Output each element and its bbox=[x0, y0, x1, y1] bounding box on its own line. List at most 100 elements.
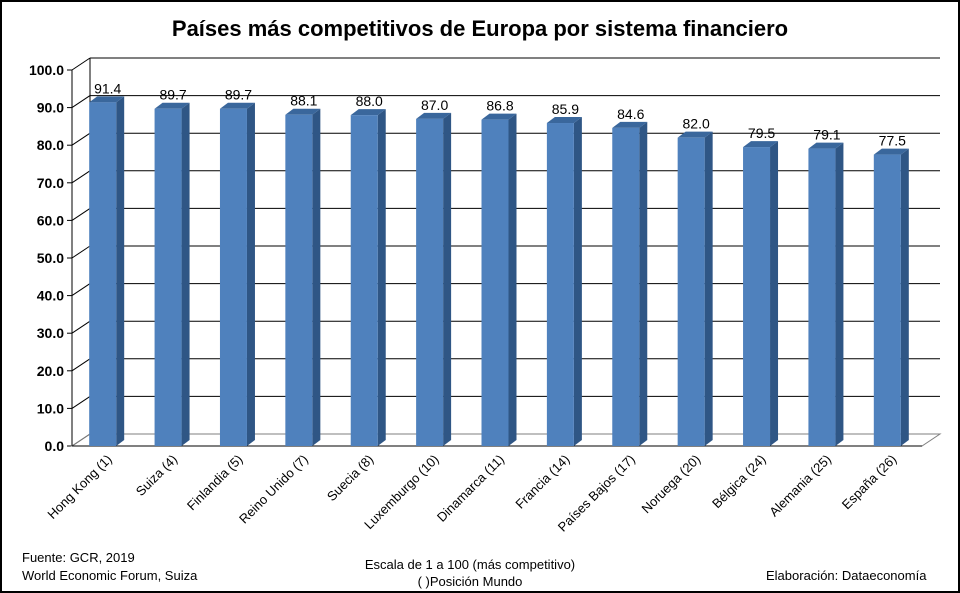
bar-side bbox=[770, 141, 779, 446]
gridline-depth bbox=[71, 320, 91, 334]
bar-front bbox=[154, 108, 182, 446]
bar-front bbox=[285, 114, 313, 446]
y-tick-label: 70.0 bbox=[37, 175, 64, 191]
y-tick-label: 80.0 bbox=[37, 137, 64, 153]
x-tick-label: Alemania (25) bbox=[766, 452, 834, 520]
bar-value-label: 82.0 bbox=[683, 116, 710, 132]
bar-value-label: 89.7 bbox=[159, 87, 186, 103]
bar bbox=[677, 131, 713, 446]
y-tick-label: 30.0 bbox=[37, 325, 64, 341]
bar-side bbox=[900, 148, 909, 446]
bar-top bbox=[808, 142, 844, 149]
bar-side bbox=[312, 108, 321, 446]
bar-side bbox=[377, 109, 386, 447]
x-tick-label: Suiza (4) bbox=[133, 452, 180, 499]
bar bbox=[285, 108, 321, 446]
bar-top bbox=[89, 96, 125, 103]
bar-front bbox=[546, 123, 574, 447]
gridline-depth bbox=[71, 132, 91, 146]
bar-front bbox=[808, 148, 836, 447]
gridline-depth bbox=[71, 95, 91, 109]
bar bbox=[154, 102, 190, 446]
x-tick-label: Finlandia (5) bbox=[184, 452, 246, 514]
bar-top bbox=[873, 148, 909, 155]
bar bbox=[743, 141, 779, 446]
bar-top bbox=[546, 117, 582, 124]
source-line-2: World Economic Forum, Suiza bbox=[22, 568, 198, 583]
bar-front bbox=[481, 119, 509, 446]
bar-value-label: 89.7 bbox=[225, 87, 252, 103]
bar-value-label: 88.1 bbox=[290, 93, 317, 109]
x-tick-label: Noruega (20) bbox=[638, 452, 703, 517]
rank-note: ( )Posición Mundo bbox=[417, 574, 523, 589]
bar-value-label: 79.5 bbox=[748, 125, 775, 141]
bar-front bbox=[416, 118, 444, 446]
bar-side bbox=[508, 113, 517, 446]
bar-top bbox=[350, 109, 386, 116]
x-tick-label: España (26) bbox=[839, 452, 900, 513]
bar bbox=[350, 109, 386, 447]
bar-value-label: 86.8 bbox=[486, 98, 513, 114]
bar-front bbox=[873, 154, 901, 446]
bar-top bbox=[677, 131, 713, 138]
bar-layer bbox=[89, 96, 909, 447]
bar-top bbox=[285, 108, 321, 115]
bar-top bbox=[612, 121, 648, 128]
bar-side bbox=[704, 131, 713, 446]
y-tick-label: 40.0 bbox=[37, 288, 64, 304]
bar-front bbox=[89, 102, 117, 446]
bar bbox=[89, 96, 125, 446]
bar bbox=[873, 148, 909, 446]
bar-value-label: 79.1 bbox=[813, 127, 840, 143]
bar-top bbox=[743, 141, 779, 148]
bar-front bbox=[743, 147, 771, 446]
bar-value-label: 77.5 bbox=[879, 133, 906, 149]
bar-value-label: 84.6 bbox=[617, 106, 644, 122]
gridline-depth bbox=[71, 245, 91, 259]
y-tick-label: 60.0 bbox=[37, 212, 64, 228]
bar-side bbox=[443, 112, 452, 446]
bar bbox=[808, 142, 844, 447]
gridline-depth bbox=[71, 57, 91, 71]
bar-front bbox=[677, 137, 705, 446]
bar-value-label: 85.9 bbox=[552, 101, 579, 117]
x-tick-label: Hong Kong (1) bbox=[44, 452, 114, 522]
x-tick-label: Reino Unido (7) bbox=[236, 452, 311, 527]
gridline-depth bbox=[71, 170, 91, 184]
bar-front bbox=[350, 115, 378, 447]
y-tick-label: 100.0 bbox=[29, 62, 64, 78]
bar-side bbox=[639, 121, 648, 447]
bar-value-label: 87.0 bbox=[421, 97, 448, 113]
gridline-depth bbox=[71, 283, 91, 297]
bar-side bbox=[246, 102, 255, 446]
source-line-1: Fuente: GCR, 2019 bbox=[22, 550, 135, 565]
bar-side bbox=[573, 117, 582, 447]
y-tick-label: 10.0 bbox=[37, 400, 64, 416]
bar-top bbox=[154, 102, 190, 109]
bar bbox=[481, 113, 517, 446]
bar-top bbox=[416, 112, 452, 119]
gridline-depth bbox=[71, 207, 91, 221]
bar-front bbox=[219, 108, 247, 446]
bar-top bbox=[219, 102, 255, 109]
x-tick-label: Suecia (8) bbox=[324, 452, 377, 505]
bar bbox=[546, 117, 582, 447]
gridline-depth bbox=[71, 358, 91, 372]
bar bbox=[219, 102, 255, 446]
x-tick-label: Francia (14) bbox=[512, 452, 572, 512]
scale-note: Escala de 1 a 100 (más competitivo) bbox=[364, 557, 576, 572]
bar-front bbox=[612, 127, 640, 447]
bar-value-label: 91.4 bbox=[94, 80, 121, 96]
x-tick-label: Dinamarca (11) bbox=[434, 452, 507, 525]
credit-line: Elaboración: Dataeconomía bbox=[766, 568, 927, 583]
chart-title: Países más competitivos de Europa por si… bbox=[171, 16, 789, 41]
bar-side bbox=[116, 96, 125, 446]
y-tick-label: 0.0 bbox=[45, 438, 65, 454]
bar-side bbox=[835, 142, 844, 447]
gridline-depth bbox=[71, 395, 91, 409]
bar bbox=[612, 121, 648, 447]
y-tick-label: 50.0 bbox=[37, 250, 64, 266]
y-tick-label: 20.0 bbox=[37, 363, 64, 379]
bar-value-label: 88.0 bbox=[356, 93, 383, 109]
